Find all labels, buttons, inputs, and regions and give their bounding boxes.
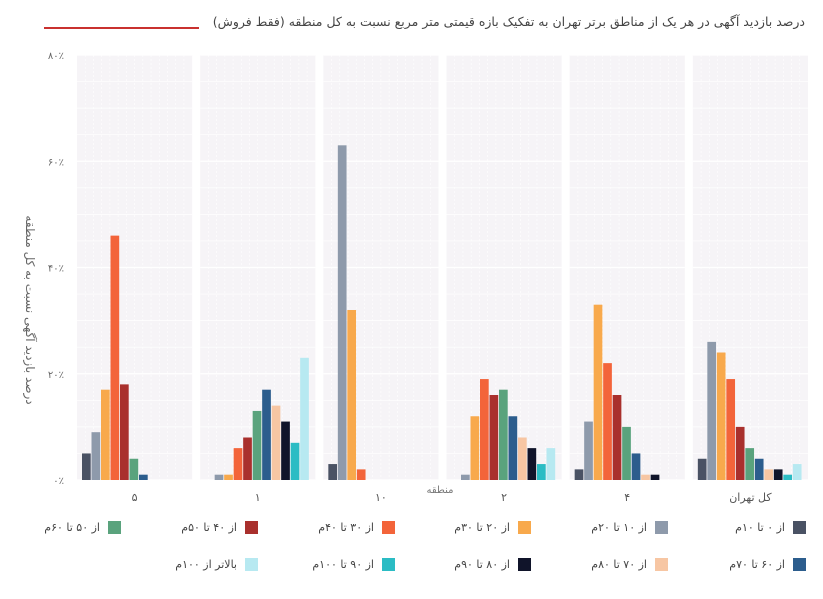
bar — [593, 304, 603, 480]
bar — [745, 448, 755, 480]
bar — [499, 389, 508, 480]
bar — [707, 341, 717, 480]
bar — [783, 474, 793, 480]
bar — [631, 453, 641, 480]
y-tick-label: ۴۰٪ — [48, 264, 64, 275]
bar — [518, 437, 527, 480]
y-tick-label: ۲۰٪ — [48, 370, 64, 381]
bar — [110, 235, 120, 480]
x-tick-label: ۴ — [624, 491, 630, 504]
bar — [764, 469, 774, 480]
x-tick-label: ۱۰ — [375, 491, 387, 504]
bar — [461, 474, 470, 480]
bar — [537, 464, 546, 480]
bar — [101, 389, 110, 480]
bar — [716, 352, 726, 480]
bar — [356, 469, 366, 480]
bar — [622, 426, 631, 480]
bar — [508, 416, 518, 480]
bar — [91, 432, 101, 480]
bar — [337, 145, 347, 480]
bar — [603, 363, 612, 480]
x-axis-label: منطقه — [427, 485, 454, 496]
bar — [641, 474, 650, 480]
x-tick-label: کل تهران — [729, 491, 772, 504]
bar — [243, 437, 252, 480]
bar — [735, 426, 745, 480]
bar — [612, 395, 622, 480]
y-tick-label: ۶۰٪ — [48, 157, 64, 168]
bar — [281, 421, 290, 480]
bar — [726, 379, 736, 480]
x-tick-label: ۲ — [501, 491, 507, 504]
bar — [328, 464, 338, 480]
bar — [480, 379, 489, 480]
x-tick-label: ۱ — [255, 491, 261, 504]
bar — [546, 448, 556, 480]
bar — [650, 474, 660, 480]
bar — [697, 458, 707, 480]
y-axis-label: درصد بازدید آگهی نسبت به کل منطقه — [22, 215, 38, 404]
y-tick-label: ۰٪ — [53, 476, 64, 487]
bar — [224, 474, 233, 480]
x-tick-label: ۵ — [132, 491, 138, 504]
bar — [139, 474, 148, 480]
bar — [129, 458, 139, 480]
bar — [489, 395, 499, 480]
bar — [527, 448, 537, 480]
bar — [290, 442, 300, 480]
bar — [262, 389, 271, 480]
title-underline — [44, 27, 199, 29]
bar — [120, 384, 129, 480]
bar — [470, 416, 480, 480]
bar — [214, 474, 224, 480]
bar — [300, 357, 309, 480]
chart-title: درصد بازدید آگهی در هر یک از مناطق برتر … — [212, 14, 805, 29]
bar — [584, 421, 593, 480]
bar — [82, 453, 91, 480]
bar — [754, 458, 764, 480]
bar — [347, 310, 357, 480]
bar — [574, 469, 584, 480]
bar — [792, 464, 802, 480]
bar — [773, 469, 783, 480]
bar — [252, 410, 262, 480]
bar — [271, 405, 281, 480]
bar — [233, 448, 243, 480]
y-tick-label: ۸۰٪ — [48, 51, 64, 62]
